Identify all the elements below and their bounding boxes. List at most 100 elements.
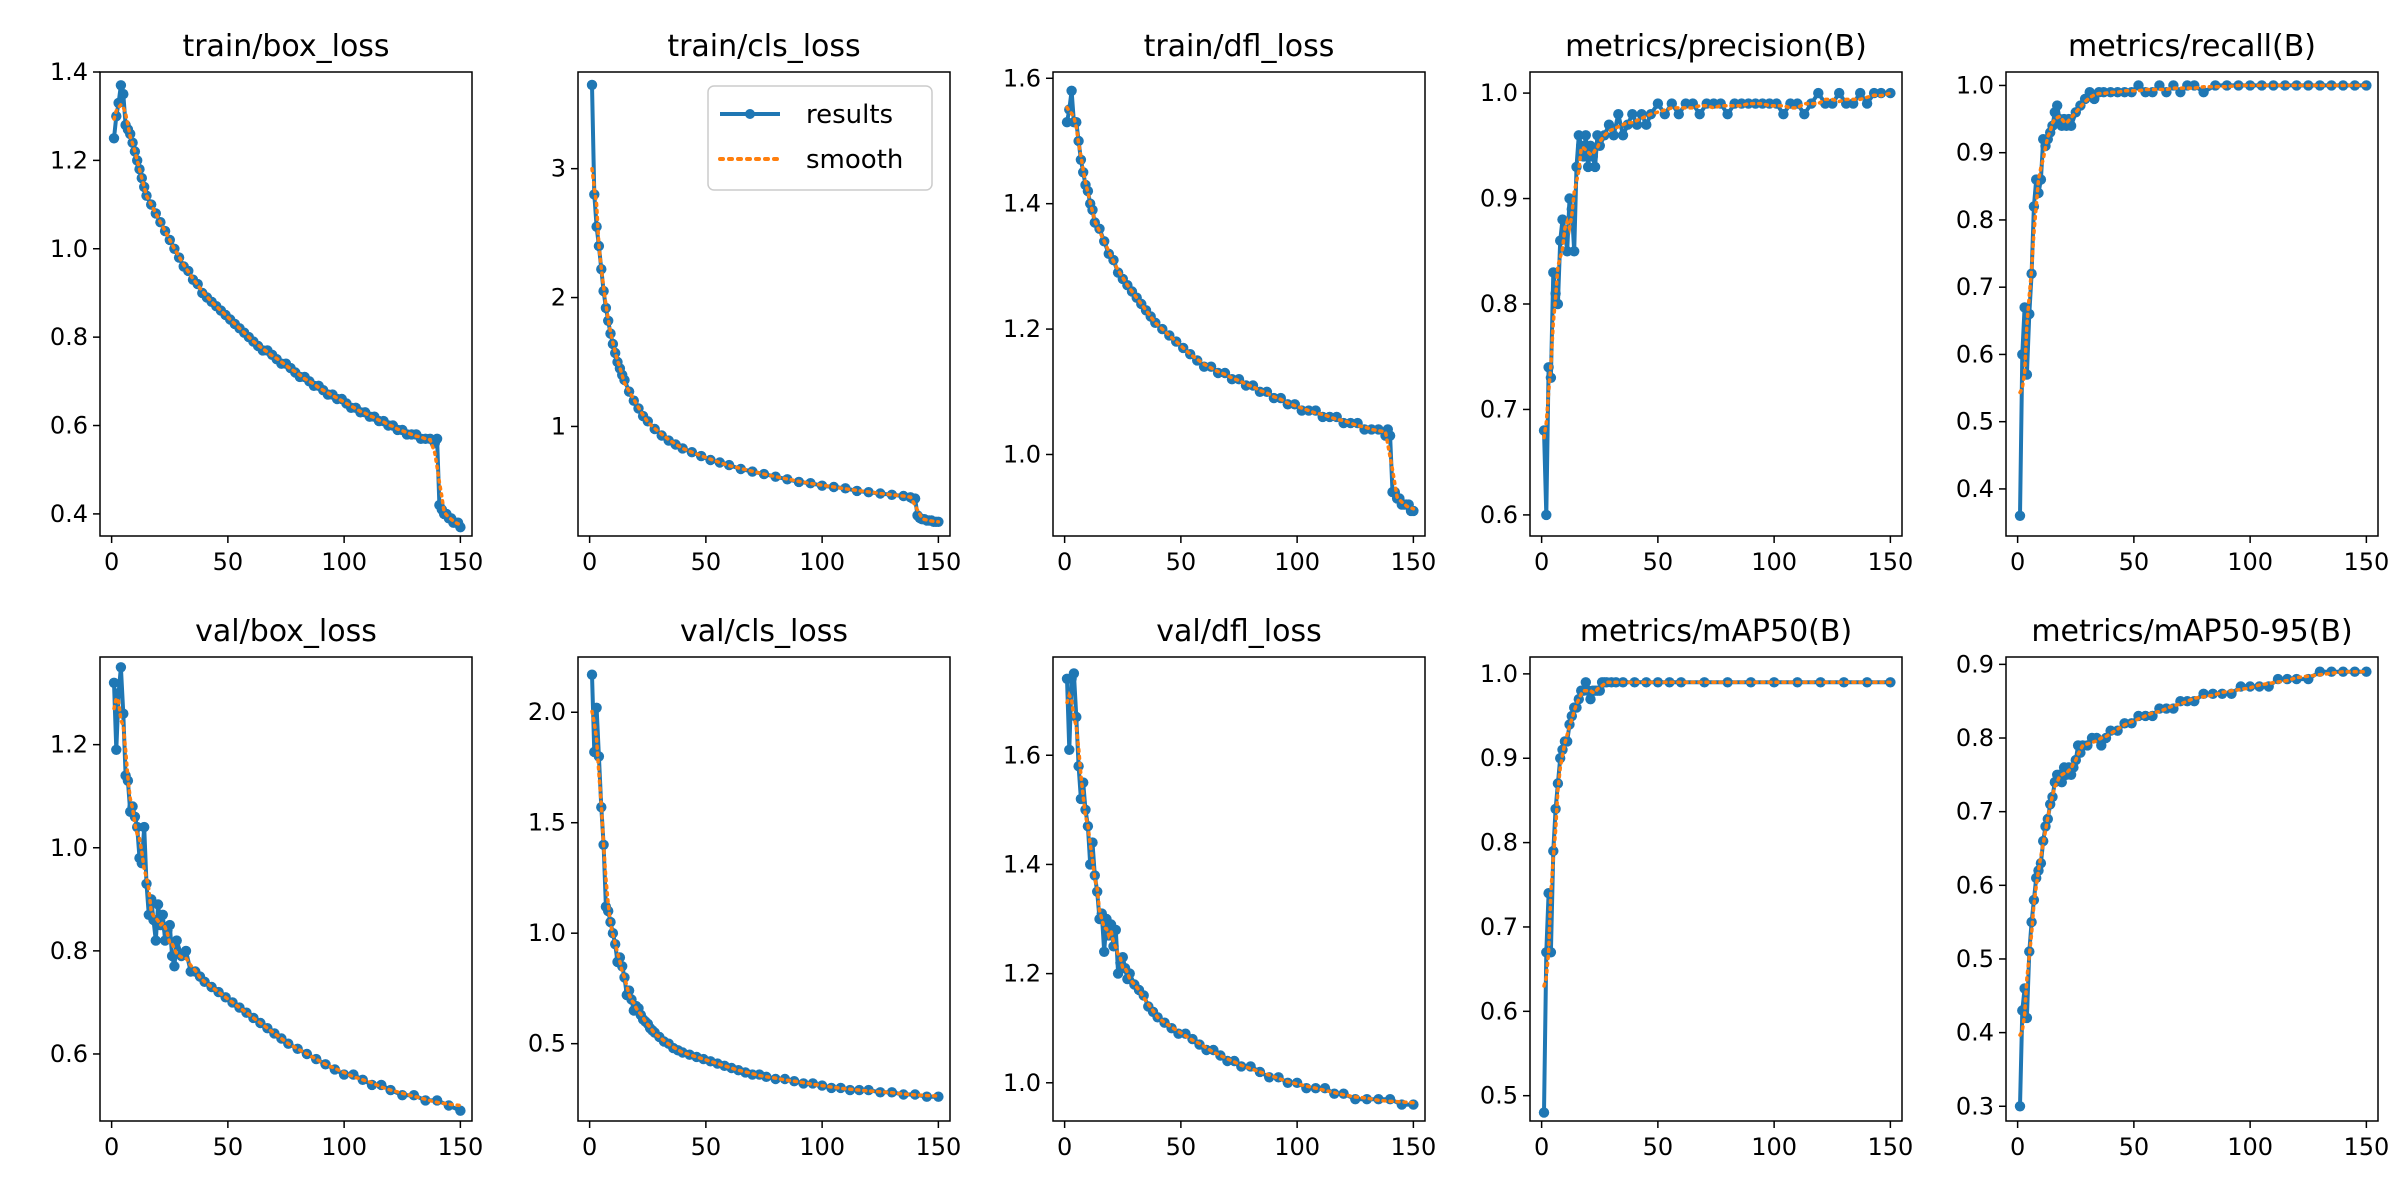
plot-frame [1052, 71, 1426, 537]
data-point [1627, 109, 1638, 120]
data-point [1834, 87, 1845, 99]
y-tick-label: 1.0 [1956, 71, 1994, 99]
y-tick-label: 0.8 [1956, 206, 1994, 234]
x-tick-label: 150 [437, 548, 483, 576]
y-tick-label: 0.9 [1956, 650, 1994, 678]
data-point [1848, 98, 1859, 109]
y-tick-label: 1.0 [1480, 660, 1518, 688]
data-point [1557, 214, 1568, 225]
data-point [1585, 140, 1596, 151]
x-tick-label: 150 [2343, 548, 2389, 576]
x-tick-label: 100 [1274, 1133, 1320, 1161]
y-tick-label: 1.0 [528, 919, 566, 947]
y-tick-label: 1.0 [1003, 440, 1041, 468]
chart-metrics-recall-b: metrics/recall(B) 0 50 100 150 0.4 0.5 0.6 0.7 0.… [1956, 29, 2389, 576]
x-tick-label: 100 [2227, 548, 2273, 576]
data-point [118, 88, 129, 100]
y-tick-label: 0.8 [50, 937, 88, 965]
y-tick-label: 3 [551, 155, 566, 183]
data-point [1631, 119, 1643, 130]
y-tick-label: 0.5 [1480, 1082, 1518, 1110]
smooth-line [112, 694, 463, 1108]
data-point [591, 702, 602, 713]
chart-train-box-loss: train/box_loss 0 50 100 150 0.4 0.6 0.8 1.0 1.2 1.… [50, 29, 483, 576]
data-point [1384, 430, 1396, 441]
data-point [1538, 1107, 1550, 1118]
y-tick-label: 0.3 [1956, 1092, 1994, 1120]
data-point [1066, 85, 1077, 97]
data-point [1608, 130, 1619, 141]
data-point [159, 935, 171, 946]
x-tick-label: 150 [1390, 1133, 1436, 1161]
data-point [1580, 130, 1592, 141]
x-tick-label: 100 [2227, 1133, 2273, 1161]
results-line [1542, 91, 1891, 517]
plot-frame [99, 656, 473, 1122]
data-point [1562, 736, 1573, 747]
y-tick-label: 0.8 [1956, 724, 1994, 752]
data-point [1603, 119, 1615, 130]
y-tick-label: 0.9 [1480, 744, 1518, 772]
data-point [1569, 246, 1580, 257]
y-tick-label: 1 [551, 412, 566, 440]
smooth-line [590, 166, 941, 524]
legend: results smooth [707, 85, 933, 191]
data-point [108, 133, 120, 144]
data-point [2133, 80, 2144, 91]
data-point [586, 669, 598, 680]
data-point [898, 1089, 909, 1100]
x-tick-label: 50 [2119, 1133, 2150, 1161]
data-point [1813, 87, 1824, 99]
chart-title: train/cls_loss [667, 29, 860, 64]
chart-train-dfl-loss: train/dfl_loss 0 50 100 150 1.0 1.2 1.4 1.6 [1003, 29, 1436, 576]
x-tick-label: 0 [1057, 1133, 1072, 1161]
y-tick-label: 0.8 [50, 323, 88, 351]
x-tick-label: 50 [213, 1133, 244, 1161]
plot-frame [2005, 71, 2379, 537]
smooth-line [1542, 680, 1893, 988]
y-tick-label: 0.6 [1956, 340, 1994, 368]
y-tick-label: 0.5 [528, 1030, 566, 1058]
x-tick-label: 0 [2010, 548, 2025, 576]
data-point [1064, 744, 1075, 755]
y-tick-label: 1.4 [1003, 850, 1041, 878]
data-point [1617, 130, 1629, 141]
data-point [2361, 666, 2372, 677]
smooth-line [2018, 83, 2369, 395]
x-tick-label: 0 [582, 548, 597, 576]
y-tick-label: 1.6 [1003, 741, 1041, 769]
x-tick-label: 50 [691, 548, 722, 576]
x-tick-label: 50 [1643, 1133, 1674, 1161]
plot-frame [1529, 656, 1903, 1122]
y-tick-label: 1.0 [50, 235, 88, 263]
data-point [139, 821, 150, 833]
x-tick-label: 100 [321, 1133, 367, 1161]
data-point [152, 899, 164, 910]
y-tick-label: 0.5 [1956, 945, 1994, 973]
data-point [115, 80, 127, 91]
chart-val-cls-loss: val/cls_loss 0 50 100 150 0.5 1.0 1.5 2.0 [528, 614, 961, 1161]
x-tick-label: 50 [691, 1133, 722, 1161]
chart-title: metrics/mAP50(B) [1580, 614, 1852, 649]
data-point [1694, 109, 1705, 120]
y-tick-label: 1.2 [50, 146, 88, 174]
y-tick-label: 0.6 [50, 412, 88, 440]
smooth-line [590, 709, 941, 1098]
plot-frame [577, 656, 951, 1122]
data-point [1550, 288, 1561, 299]
data-point [2014, 510, 2026, 521]
x-tick-label: 0 [2010, 1133, 2025, 1161]
x-tick-label: 100 [1274, 548, 1320, 576]
y-tick-label: 0.4 [1956, 1019, 1994, 1047]
chart-metrics-map50-95-b: metrics/mAP50-95(B) 0 50 100 150 0.3 0.4 0.5 0.6… [1956, 614, 2389, 1161]
x-tick-label: 100 [321, 548, 367, 576]
x-tick-label: 0 [1534, 1133, 1549, 1161]
chart-title: train/dfl_loss [1144, 29, 1335, 64]
y-tick-label: 0.6 [50, 1040, 88, 1068]
x-tick-label: 100 [799, 548, 845, 576]
x-tick-label: 150 [437, 1133, 483, 1161]
data-point [2052, 100, 2063, 111]
